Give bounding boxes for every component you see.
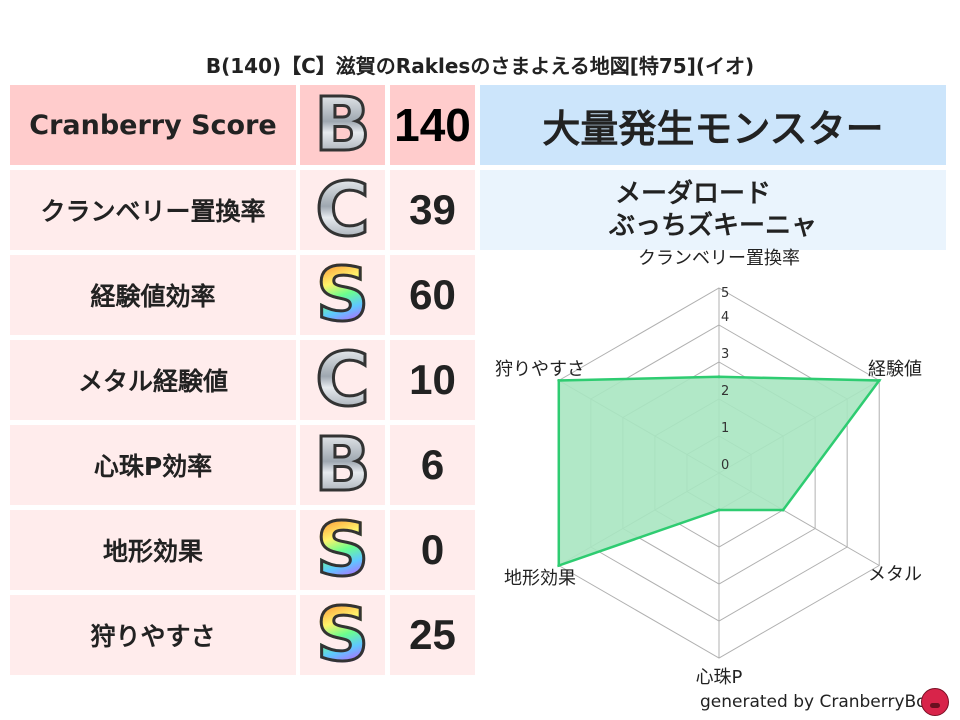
tick-label: 3 (721, 347, 729, 362)
metric-value: 0 (390, 510, 475, 590)
data-point (717, 375, 721, 379)
grade-cell: B (300, 425, 385, 505)
metric-value: 60 (390, 255, 475, 335)
metric-label: 狩りやすさ (10, 595, 296, 675)
grade-cell: S (300, 510, 385, 590)
grade-badge: S (314, 255, 370, 335)
axis-label: クランベリー置換率 (638, 248, 800, 269)
grade-badge: B (313, 85, 372, 165)
footer-text: generated by CranberryBot (700, 692, 934, 712)
tick-label: 2 (721, 384, 729, 399)
metric-label: メタル経験値 (10, 340, 296, 420)
tick-label: 1 (721, 421, 729, 436)
score-label: Cranberry Score (10, 85, 296, 165)
grade-badge: S (314, 595, 370, 675)
axis-label: 地形効果 (504, 568, 576, 589)
monster-name: ぶっちズキーニャ (608, 211, 817, 241)
axis-label: 狩りやすさ (495, 359, 585, 380)
axis-label: 心珠P (696, 667, 743, 688)
grade-cell: C (300, 340, 385, 420)
cranberry-bot-icon (921, 688, 949, 716)
metric-value: 25 (390, 595, 475, 675)
data-point (717, 508, 721, 512)
metric-value: 6 (390, 425, 475, 505)
grade-badge: C (314, 340, 371, 420)
grade-badge: B (313, 425, 372, 505)
monster-heading: 大量発生モンスター (480, 85, 946, 165)
data-point (557, 564, 561, 567)
monster-name: メーダロード (614, 178, 771, 209)
data-point (877, 379, 881, 382)
metric-value: 39 (390, 170, 475, 250)
grade-cell: C (300, 170, 385, 250)
monster-names: メーダロード ぶっちズキーニャ (480, 170, 946, 250)
grade-cell: S (300, 595, 385, 675)
grade-badge: C (314, 170, 371, 250)
score-value: 140 (390, 85, 475, 165)
axis-label: メタル (868, 564, 922, 585)
metric-label: 心珠P効率 (10, 425, 296, 505)
grade-cell: B (300, 85, 385, 165)
data-point (557, 379, 561, 382)
tick-label: 0 (721, 458, 729, 473)
metric-label: 地形効果 (10, 510, 296, 590)
tick-label: 4 (721, 310, 729, 325)
page-title: B(140)【C】滋賀のRaklesのさまよえる地図[特75](イオ) (205, 54, 755, 78)
data-point (781, 508, 785, 512)
metric-label: クランベリー置換率 (10, 170, 296, 250)
grade-badge: S (314, 510, 370, 590)
grade-cell: S (300, 255, 385, 335)
axis-label: 経験値 (868, 359, 922, 380)
metric-label: 経験値効率 (10, 255, 296, 335)
tick-label: 5 (721, 286, 729, 301)
metric-value: 10 (390, 340, 475, 420)
